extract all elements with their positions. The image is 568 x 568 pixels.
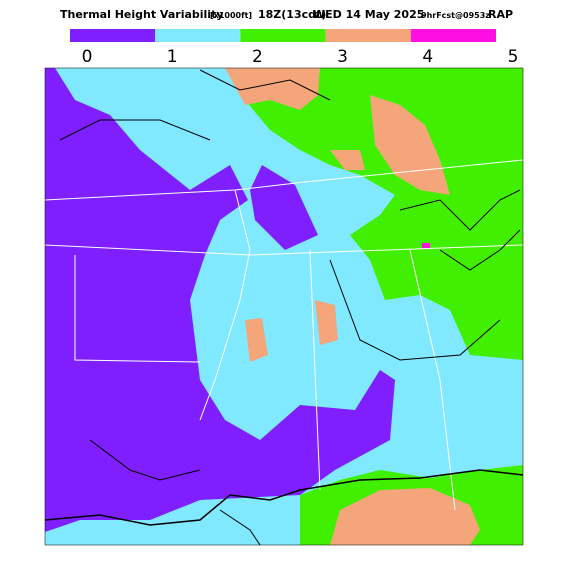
units: [x1000ft] bbox=[210, 11, 252, 20]
legend-swatch bbox=[410, 29, 496, 42]
legend-label: 5 bbox=[508, 47, 519, 67]
state-line bbox=[44, 244, 524, 256]
salmon-region bbox=[225, 68, 320, 110]
magenta-spot bbox=[422, 243, 430, 249]
map bbox=[44, 67, 524, 546]
state-line bbox=[44, 159, 524, 201]
salmon-region bbox=[245, 318, 268, 362]
contour bbox=[89, 439, 201, 481]
legend-label: 3 bbox=[337, 47, 348, 67]
legend-swatch bbox=[155, 29, 241, 42]
state-line bbox=[74, 255, 201, 363]
state-line bbox=[309, 249, 321, 491]
model: RAP bbox=[488, 8, 513, 21]
purple-region bbox=[45, 68, 395, 532]
salmon-region bbox=[330, 488, 480, 545]
legend-label: 0 bbox=[82, 47, 93, 67]
contour bbox=[329, 259, 501, 361]
title: Thermal Height Variability bbox=[60, 8, 224, 21]
contour bbox=[399, 189, 521, 231]
legend-swatch bbox=[240, 29, 326, 42]
state-borders bbox=[44, 159, 524, 511]
date: WED 14 May 2025 bbox=[313, 8, 424, 21]
contour bbox=[219, 509, 261, 546]
time: 18Z(13cdt) bbox=[258, 8, 326, 21]
salmon-region bbox=[330, 150, 365, 170]
legend-swatch bbox=[70, 29, 156, 42]
contour bbox=[439, 229, 521, 271]
contour bbox=[199, 69, 331, 101]
forecast: 9hrFcst@0953z bbox=[421, 11, 490, 20]
state-line bbox=[199, 189, 251, 421]
green-region bbox=[225, 68, 523, 360]
state-line bbox=[409, 249, 456, 511]
legend: 0 1 2 3 4 5 bbox=[70, 29, 518, 67]
contours bbox=[59, 69, 521, 546]
salmon-region bbox=[315, 300, 338, 345]
legend-label: 4 bbox=[422, 47, 433, 67]
salmon-region bbox=[370, 95, 450, 195]
contour bbox=[59, 119, 211, 141]
legend-swatch bbox=[325, 29, 411, 42]
legend-label: 2 bbox=[252, 47, 263, 67]
map-frame bbox=[44, 67, 524, 546]
coastline bbox=[44, 469, 524, 526]
legend-label: 1 bbox=[167, 47, 178, 67]
